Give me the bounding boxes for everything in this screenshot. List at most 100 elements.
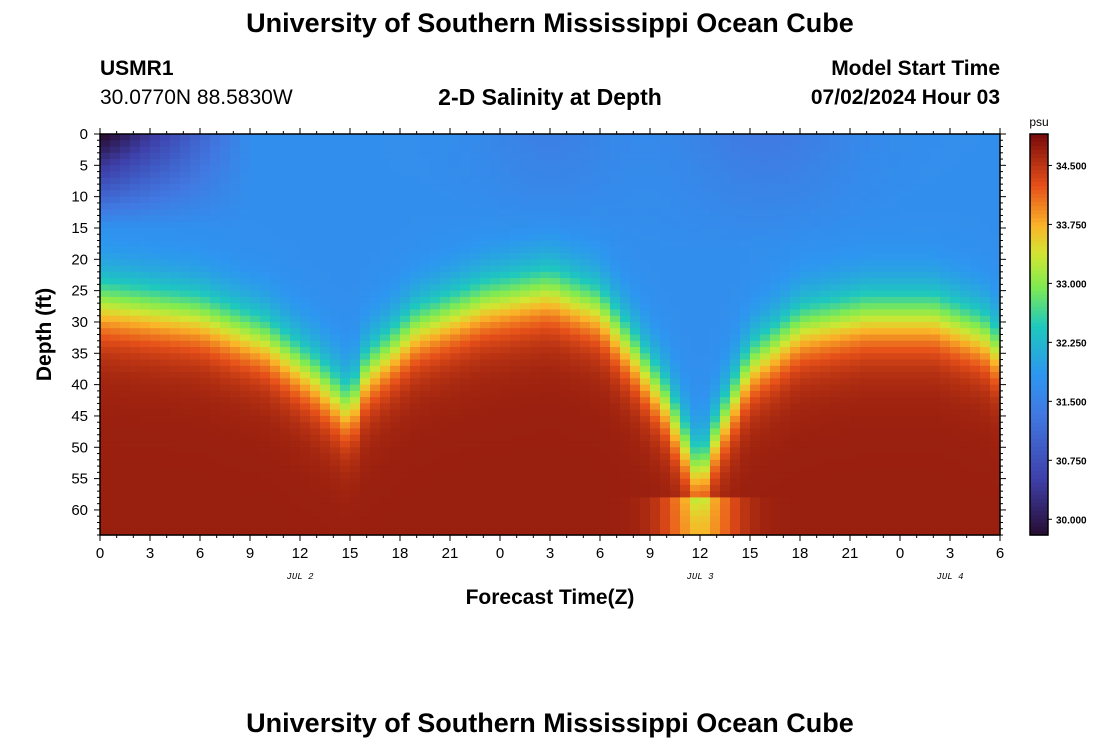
heatmap-cell <box>830 315 841 323</box>
heatmap-cell <box>550 146 561 154</box>
heatmap-cell <box>240 159 251 166</box>
heatmap-cell <box>860 315 871 323</box>
heatmap-cell <box>860 140 871 148</box>
heatmap-cell <box>720 359 731 367</box>
heatmap-cell <box>200 159 211 166</box>
heatmap-cell <box>650 209 661 217</box>
heatmap-cell <box>180 509 191 517</box>
heatmap-cell <box>460 190 471 198</box>
heatmap-cell <box>710 459 721 467</box>
heatmap-cell <box>460 309 471 317</box>
heatmap-cell <box>350 397 361 405</box>
heatmap-cell <box>160 522 171 530</box>
heatmap-cell <box>360 146 371 154</box>
heatmap-cell <box>530 159 541 166</box>
heatmap-cell <box>430 328 441 336</box>
heatmap-cell <box>140 478 151 486</box>
heatmap-cell <box>210 384 221 392</box>
heatmap-cell <box>190 303 201 311</box>
heatmap-cell <box>200 340 211 348</box>
heatmap-cell <box>590 472 601 480</box>
heatmap-cell <box>710 447 721 455</box>
heatmap-cell <box>300 365 311 373</box>
heatmap-cell <box>400 472 411 480</box>
heatmap-cell <box>520 353 531 361</box>
heatmap-cell <box>570 409 581 417</box>
heatmap-cell <box>860 434 871 442</box>
heatmap-cell <box>570 453 581 461</box>
heatmap-cell <box>750 259 761 267</box>
heatmap-cell <box>320 415 331 423</box>
heatmap-cell <box>820 497 831 505</box>
heatmap-cell <box>210 152 221 160</box>
heatmap-cell <box>490 227 501 235</box>
heatmap-cell <box>830 347 841 354</box>
heatmap-cell <box>490 215 501 223</box>
heatmap-cell <box>380 240 391 248</box>
heatmap-cell <box>410 259 421 267</box>
heatmap-cell <box>380 428 391 436</box>
heatmap-cell <box>680 296 691 304</box>
heatmap-cell <box>480 415 491 423</box>
heatmap-cell <box>180 441 191 448</box>
heatmap-cell <box>870 309 881 317</box>
heatmap-cell <box>180 390 191 398</box>
heatmap-cell <box>370 509 381 517</box>
heatmap-cell <box>190 378 201 386</box>
heatmap-cell <box>300 441 311 448</box>
heatmap-cell <box>450 422 461 430</box>
heatmap-cell <box>630 140 641 148</box>
heatmap-cell <box>230 134 241 141</box>
heatmap-cell <box>340 409 351 417</box>
heatmap-cell <box>260 340 271 348</box>
heatmap-cell <box>320 509 331 517</box>
heatmap-cell <box>570 390 581 398</box>
heatmap-cell <box>130 296 141 304</box>
heatmap-cell <box>380 309 391 317</box>
heatmap-cell <box>550 334 561 342</box>
heatmap-cell <box>590 328 601 336</box>
heatmap-cell <box>560 509 571 517</box>
heatmap-cell <box>740 415 751 423</box>
heatmap-cell <box>390 215 401 223</box>
heatmap-cell <box>410 428 421 436</box>
heatmap-cell <box>630 415 641 423</box>
heatmap-cell <box>540 240 551 248</box>
heatmap-cell <box>360 372 371 379</box>
heatmap-cell <box>580 190 591 198</box>
heatmap-cell <box>610 441 621 448</box>
heatmap-cell <box>680 284 691 292</box>
heatmap-cell <box>120 234 131 242</box>
heatmap-cell <box>840 328 851 336</box>
heatmap-cell <box>350 516 361 524</box>
heatmap-cell <box>770 503 781 511</box>
heatmap-cell <box>550 202 561 210</box>
heatmap-cell <box>110 215 121 223</box>
heatmap-cell <box>170 478 181 486</box>
heatmap-cell <box>310 459 321 467</box>
heatmap-cell <box>520 509 531 517</box>
heatmap-cell <box>350 528 361 536</box>
heatmap-cell <box>330 134 341 141</box>
heatmap-cell <box>100 459 111 467</box>
heatmap-cell <box>510 165 521 173</box>
heatmap-cell <box>870 303 881 311</box>
heatmap-cell <box>850 309 861 317</box>
heatmap-cell <box>180 497 191 505</box>
heatmap-cell <box>170 365 181 373</box>
heatmap-cell <box>780 290 791 298</box>
heatmap-cell <box>560 334 571 342</box>
heatmap-cell <box>540 403 551 411</box>
heatmap-cell <box>580 171 591 179</box>
heatmap-cell <box>740 403 751 411</box>
heatmap-cell <box>870 359 881 367</box>
heatmap-cell <box>370 221 381 229</box>
heatmap-cell <box>750 453 761 461</box>
heatmap-cell <box>490 278 501 285</box>
heatmap-cell <box>120 265 131 273</box>
heatmap-cell <box>660 259 671 267</box>
heatmap-cell <box>150 171 161 179</box>
heatmap-cell <box>380 328 391 336</box>
heatmap-cell <box>760 328 771 336</box>
heatmap-cell <box>620 472 631 480</box>
